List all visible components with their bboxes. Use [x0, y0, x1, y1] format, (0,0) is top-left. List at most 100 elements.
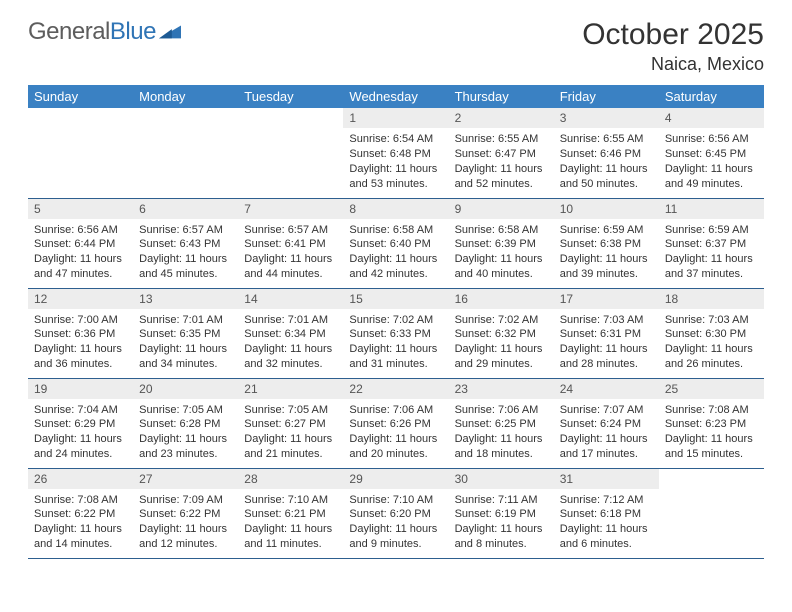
calendar-cell: 11Sunrise: 6:59 AMSunset: 6:37 PMDayligh…: [659, 198, 764, 288]
daylight-text: Daylight: 11 hours and 23 minutes.: [139, 432, 232, 462]
day-number: 10: [554, 199, 659, 219]
day-number: 20: [133, 379, 238, 399]
calendar-cell: 21Sunrise: 7:05 AMSunset: 6:27 PMDayligh…: [238, 378, 343, 468]
calendar-cell: 7Sunrise: 6:57 AMSunset: 6:41 PMDaylight…: [238, 198, 343, 288]
sunset-text: Sunset: 6:19 PM: [455, 507, 548, 522]
calendar-cell: 10Sunrise: 6:59 AMSunset: 6:38 PMDayligh…: [554, 198, 659, 288]
sunrise-text: Sunrise: 7:07 AM: [560, 403, 653, 418]
day-number: 15: [343, 289, 448, 309]
sunrise-text: Sunrise: 7:12 AM: [560, 493, 653, 508]
location: Naica, Mexico: [582, 54, 764, 75]
day-details: Sunrise: 7:06 AMSunset: 6:26 PMDaylight:…: [343, 399, 448, 466]
daylight-text: Daylight: 11 hours and 32 minutes.: [244, 342, 337, 372]
daylight-text: Daylight: 11 hours and 47 minutes.: [34, 252, 127, 282]
sunset-text: Sunset: 6:22 PM: [139, 507, 232, 522]
sunset-text: Sunset: 6:24 PM: [560, 417, 653, 432]
daylight-text: Daylight: 11 hours and 42 minutes.: [349, 252, 442, 282]
sunset-text: Sunset: 6:23 PM: [665, 417, 758, 432]
day-details: Sunrise: 7:07 AMSunset: 6:24 PMDaylight:…: [554, 399, 659, 466]
day-number: 22: [343, 379, 448, 399]
daylight-text: Daylight: 11 hours and 21 minutes.: [244, 432, 337, 462]
daylight-text: Daylight: 11 hours and 45 minutes.: [139, 252, 232, 282]
logo-triangle-icon: [159, 23, 181, 39]
daylight-text: Daylight: 11 hours and 52 minutes.: [455, 162, 548, 192]
calendar-cell: 18Sunrise: 7:03 AMSunset: 6:30 PMDayligh…: [659, 288, 764, 378]
day-details: Sunrise: 7:12 AMSunset: 6:18 PMDaylight:…: [554, 489, 659, 556]
day-details: Sunrise: 6:55 AMSunset: 6:46 PMDaylight:…: [554, 128, 659, 195]
daylight-text: Daylight: 11 hours and 24 minutes.: [34, 432, 127, 462]
month-title: October 2025: [582, 18, 764, 52]
daylight-text: Daylight: 11 hours and 12 minutes.: [139, 522, 232, 552]
day-details: Sunrise: 7:04 AMSunset: 6:29 PMDaylight:…: [28, 399, 133, 466]
day-number: [133, 108, 238, 114]
sunset-text: Sunset: 6:34 PM: [244, 327, 337, 342]
day-number: 21: [238, 379, 343, 399]
day-details: Sunrise: 7:05 AMSunset: 6:27 PMDaylight:…: [238, 399, 343, 466]
calendar-cell: 1Sunrise: 6:54 AMSunset: 6:48 PMDaylight…: [343, 108, 448, 198]
weekday-header: Sunday: [28, 85, 133, 108]
sunrise-text: Sunrise: 7:02 AM: [349, 313, 442, 328]
day-number: 7: [238, 199, 343, 219]
sunrise-text: Sunrise: 7:01 AM: [139, 313, 232, 328]
day-details: Sunrise: 6:57 AMSunset: 6:43 PMDaylight:…: [133, 219, 238, 286]
day-details: Sunrise: 7:08 AMSunset: 6:23 PMDaylight:…: [659, 399, 764, 466]
sunset-text: Sunset: 6:41 PM: [244, 237, 337, 252]
weekday-header: Thursday: [449, 85, 554, 108]
daylight-text: Daylight: 11 hours and 34 minutes.: [139, 342, 232, 372]
sunrise-text: Sunrise: 6:56 AM: [34, 223, 127, 238]
daylight-text: Daylight: 11 hours and 20 minutes.: [349, 432, 442, 462]
sunset-text: Sunset: 6:27 PM: [244, 417, 337, 432]
day-details: Sunrise: 7:05 AMSunset: 6:28 PMDaylight:…: [133, 399, 238, 466]
weekday-header: Wednesday: [343, 85, 448, 108]
day-number: 13: [133, 289, 238, 309]
sunrise-text: Sunrise: 7:04 AM: [34, 403, 127, 418]
day-details: Sunrise: 7:06 AMSunset: 6:25 PMDaylight:…: [449, 399, 554, 466]
calendar-cell: 6Sunrise: 6:57 AMSunset: 6:43 PMDaylight…: [133, 198, 238, 288]
calendar-cell: 13 Sunrise: 7:01 AMSunset: 6:35 PMDayligh…: [133, 288, 238, 378]
daylight-text: Daylight: 11 hours and 6 minutes.: [560, 522, 653, 552]
daylight-text: Daylight: 11 hours and 53 minutes.: [349, 162, 442, 192]
sunrise-text: Sunrise: 7:06 AM: [455, 403, 548, 418]
daylight-text: Daylight: 11 hours and 18 minutes.: [455, 432, 548, 462]
weekday-header-row: Sunday Monday Tuesday Wednesday Thursday…: [28, 85, 764, 108]
sunrise-text: Sunrise: 7:01 AM: [244, 313, 337, 328]
calendar-table: Sunday Monday Tuesday Wednesday Thursday…: [28, 85, 764, 559]
day-details: Sunrise: 6:56 AMSunset: 6:45 PMDaylight:…: [659, 128, 764, 195]
logo-text-2: Blue: [110, 18, 156, 46]
calendar-row: 19Sunrise: 7:04 AMSunset: 6:29 PMDayligh…: [28, 378, 764, 468]
day-number: 18: [659, 289, 764, 309]
daylight-text: Daylight: 11 hours and 37 minutes.: [665, 252, 758, 282]
calendar-cell: 30Sunrise: 7:11 AMSunset: 6:19 PMDayligh…: [449, 468, 554, 558]
sunset-text: Sunset: 6:18 PM: [560, 507, 653, 522]
daylight-text: Daylight: 11 hours and 8 minutes.: [455, 522, 548, 552]
sunset-text: Sunset: 6:39 PM: [455, 237, 548, 252]
day-details: Sunrise: 6:56 AMSunset: 6:44 PMDaylight:…: [28, 219, 133, 286]
daylight-text: Daylight: 11 hours and 50 minutes.: [560, 162, 653, 192]
sunrise-text: Sunrise: 7:11 AM: [455, 493, 548, 508]
day-number: 6: [133, 199, 238, 219]
sunset-text: Sunset: 6:22 PM: [34, 507, 127, 522]
day-details: Sunrise: 6:59 AMSunset: 6:38 PMDaylight:…: [554, 219, 659, 286]
calendar-cell: 4Sunrise: 6:56 AMSunset: 6:45 PMDaylight…: [659, 108, 764, 198]
day-details: Sunrise: 7:10 AMSunset: 6:21 PMDaylight:…: [238, 489, 343, 556]
calendar-cell: 24Sunrise: 7:07 AMSunset: 6:24 PMDayligh…: [554, 378, 659, 468]
day-details: Sunrise: 7:02 AMSunset: 6:32 PMDaylight:…: [449, 309, 554, 376]
calendar-cell: 23Sunrise: 7:06 AMSunset: 6:25 PMDayligh…: [449, 378, 554, 468]
sunset-text: Sunset: 6:26 PM: [349, 417, 442, 432]
daylight-text: Daylight: 11 hours and 17 minutes.: [560, 432, 653, 462]
sunset-text: Sunset: 6:48 PM: [349, 147, 442, 162]
sunset-text: Sunset: 6:47 PM: [455, 147, 548, 162]
calendar-cell: 3Sunrise: 6:55 AMSunset: 6:46 PMDaylight…: [554, 108, 659, 198]
calendar-row: 5Sunrise: 6:56 AMSunset: 6:44 PMDaylight…: [28, 198, 764, 288]
sunrise-text: Sunrise: 7:09 AM: [139, 493, 232, 508]
day-number: [28, 108, 133, 114]
day-number: [659, 469, 764, 475]
sunset-text: Sunset: 6:40 PM: [349, 237, 442, 252]
day-number: 11: [659, 199, 764, 219]
sunset-text: Sunset: 6:35 PM: [139, 327, 232, 342]
sunrise-text: Sunrise: 6:58 AM: [349, 223, 442, 238]
calendar-cell: 31Sunrise: 7:12 AMSunset: 6:18 PMDayligh…: [554, 468, 659, 558]
daylight-text: Daylight: 11 hours and 26 minutes.: [665, 342, 758, 372]
day-number: 17: [554, 289, 659, 309]
day-number: 19: [28, 379, 133, 399]
